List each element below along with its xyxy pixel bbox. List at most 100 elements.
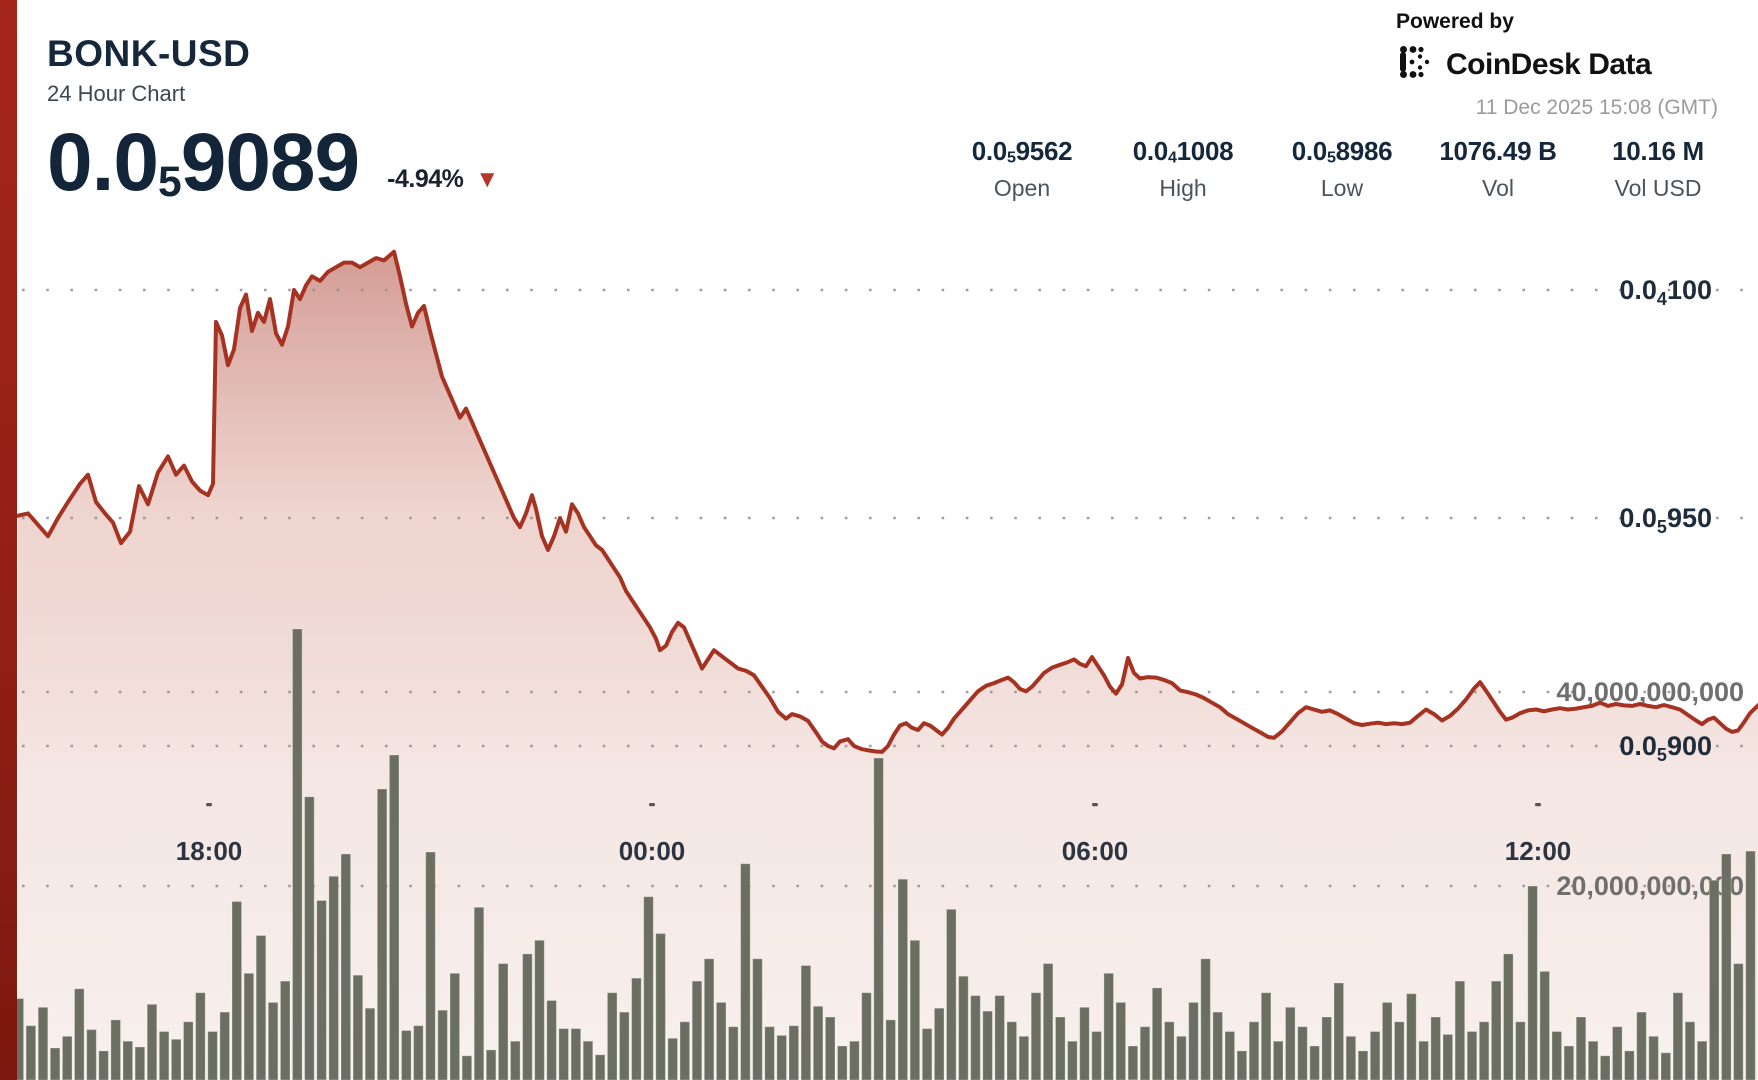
volume-bar	[74, 988, 85, 1080]
x-axis-tick	[206, 803, 212, 807]
brand-row: CoinDesk Data	[1396, 42, 1718, 87]
volume-bar	[473, 906, 485, 1080]
change-percent: -4.94%	[387, 165, 464, 193]
volume-bar	[1684, 1021, 1696, 1080]
x-axis-tick	[1535, 803, 1541, 807]
volume-bar	[1575, 1016, 1587, 1080]
volume-bar	[134, 1046, 146, 1080]
volume-bar	[1515, 1021, 1526, 1080]
volume-bar	[1248, 1021, 1260, 1080]
volume-bar	[1200, 958, 1211, 1080]
volume-bar	[1406, 993, 1417, 1080]
volume-bar	[982, 1010, 993, 1080]
price-change: -4.94% ▼	[387, 165, 499, 204]
x-axis-tick	[649, 803, 655, 807]
volume-bar	[304, 796, 315, 1080]
volume-bar	[619, 1011, 630, 1080]
time-axis-label: 06:00	[1062, 836, 1129, 866]
volume-bar	[946, 908, 957, 1080]
volume-bar	[752, 958, 763, 1080]
volume-bar	[158, 1031, 170, 1080]
volume-bar	[1309, 1045, 1320, 1080]
volume-bar	[1599, 1055, 1611, 1080]
volume-bar	[1151, 987, 1163, 1080]
volume-bar	[1563, 1045, 1575, 1080]
chart-subtitle: 24 Hour Chart	[47, 80, 186, 106]
volume-bar	[352, 974, 364, 1080]
powered-by-block: Powered by CoinDesk Data 11	[1396, 10, 1718, 120]
volume-bars	[13, 628, 1756, 1080]
volume-bar	[1672, 992, 1684, 1080]
left-accent-strip	[0, 0, 17, 1080]
volume-bar	[1394, 1021, 1405, 1080]
volume-bar	[715, 1001, 727, 1080]
chart-header: BONK-USD 24 Hour Chart	[47, 33, 251, 107]
volume-bar	[1454, 980, 1466, 1080]
volume-bar	[425, 851, 436, 1080]
volume-bar	[1224, 1031, 1236, 1080]
volume-bar	[449, 972, 461, 1080]
volume-bar	[1055, 1016, 1066, 1080]
volume-bar	[328, 875, 339, 1080]
volume-bar	[510, 1040, 521, 1080]
volume-bar	[728, 1026, 739, 1080]
volume-bar	[885, 1019, 897, 1080]
volume-bar	[1333, 982, 1345, 1080]
volume-bar	[1127, 1045, 1139, 1080]
volume-bar	[1091, 1031, 1102, 1080]
volume-bar	[837, 1045, 848, 1080]
price-axis-label: 0.05950	[1619, 503, 1712, 537]
volume-bar	[1551, 1031, 1563, 1080]
volume-bar	[1733, 963, 1744, 1080]
page-title: BONK-USD	[47, 33, 251, 74]
volume-bar	[897, 878, 909, 1080]
volume-bar	[655, 933, 666, 1080]
volume-bar	[195, 992, 206, 1080]
volume-bar	[497, 963, 509, 1080]
volume-bar	[812, 1005, 824, 1080]
volume-bar	[1418, 1040, 1429, 1080]
volume-bar	[1430, 1016, 1442, 1080]
volume-bar	[1103, 972, 1115, 1080]
volume-bar	[316, 900, 327, 1080]
powered-by-label: Powered by	[1396, 10, 1514, 33]
volume-bar	[1442, 1033, 1454, 1080]
stat-vol-label: Vol	[1482, 175, 1514, 201]
stat-low-value: 0.058986	[1291, 136, 1393, 167]
volume-bar	[1587, 1040, 1599, 1080]
volume-bar	[534, 939, 545, 1080]
volume-bar	[1357, 1050, 1369, 1080]
timestamp: 11 Dec 2025 15:08 (GMT)	[1475, 96, 1718, 119]
volume-bar	[909, 939, 921, 1080]
stat-vol-usd: 10.16 M Vol USD	[1612, 136, 1704, 202]
volume-bar	[1297, 1026, 1308, 1080]
volume-bar	[970, 995, 981, 1080]
volume-bar	[849, 1040, 860, 1080]
volume-bar	[570, 1028, 582, 1080]
volume-bar	[631, 977, 642, 1080]
volume-bar	[255, 935, 267, 1080]
volume-bar	[364, 1007, 376, 1080]
stat-open-label: Open	[993, 175, 1051, 202]
brand-name: CoinDesk Data	[1446, 47, 1652, 81]
volume-bar	[388, 754, 400, 1080]
volume-bar	[1696, 1040, 1708, 1080]
volume-bar	[958, 975, 969, 1080]
volume-bar	[437, 1009, 448, 1080]
volume-bar	[243, 972, 255, 1080]
volume-bar	[1381, 1001, 1393, 1080]
volume-bar	[1067, 1040, 1078, 1080]
coindesk-logo-icon	[1396, 42, 1436, 87]
volume-bar	[776, 1034, 788, 1080]
volume-bar	[679, 1021, 691, 1080]
volume-bar	[1030, 992, 1042, 1080]
volume-bar	[1260, 992, 1272, 1080]
time-axis-label: 00:00	[619, 836, 686, 866]
volume-bar	[1660, 1052, 1672, 1080]
volume-bar	[1006, 1021, 1018, 1080]
current-price: 0.059089	[47, 122, 360, 204]
stats-row: 0.059562 Open 0.041008 High 0.058986 Low…	[0, 136, 1758, 206]
volume-bar	[1321, 1016, 1333, 1080]
price-digits: 9089	[180, 117, 360, 208]
